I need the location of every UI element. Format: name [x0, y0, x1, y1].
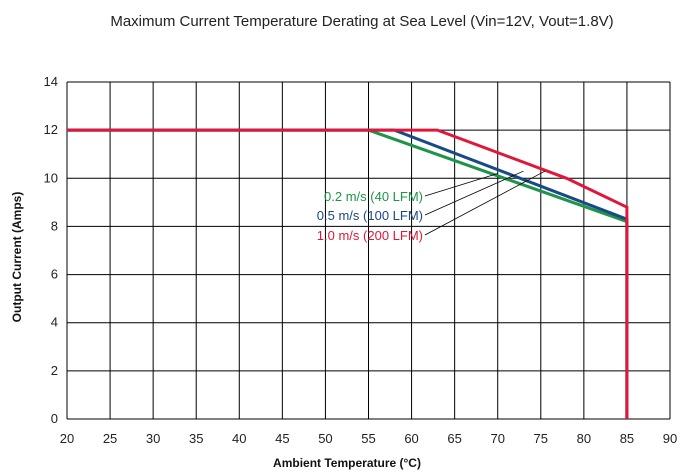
x-tick-label: 60: [404, 431, 418, 446]
x-tick-label: 20: [60, 431, 74, 446]
grid: [66, 81, 671, 420]
x-axis-label: Ambient Temperature (°C): [273, 456, 421, 470]
legend-label-2: 0.5 m/s (100 LFM): [317, 208, 423, 223]
legend-label-1: 0.2 m/s (40 LFM): [324, 189, 423, 204]
y-tick-label: 14: [44, 74, 58, 89]
legend-label-3: 1.0 m/s (200 LFM): [317, 228, 423, 243]
y-tick-label: 2: [51, 363, 58, 378]
x-tick-label: 45: [275, 431, 289, 446]
x-tick-label: 25: [103, 431, 117, 446]
y-tick-label: 0: [51, 411, 58, 426]
x-tick-label: 65: [447, 431, 461, 446]
x-tick-label: 85: [620, 431, 634, 446]
leader-lines: [424, 170, 546, 236]
series-legend: 0.2 m/s (40 LFM) 0.5 m/s (100 LFM) 1.0 m/s…: [317, 189, 423, 243]
y-tick-label: 4: [51, 315, 58, 330]
x-tick-label: 55: [361, 431, 375, 446]
x-tick-label: 80: [577, 431, 591, 446]
leader-line-3: [424, 170, 546, 236]
y-tick-label: 10: [44, 170, 58, 185]
x-tick-labels: 20 25 30 35 40 45 50 55 60 65 70 75 80 85 90: [60, 431, 677, 446]
plot-series: [67, 128, 629, 419]
leader-line-2: [424, 170, 524, 216]
chart-title: Maximum Current Temperature Derating at …: [110, 13, 613, 30]
x-tick-label: 35: [189, 431, 203, 446]
y-tick-label: 6: [51, 267, 58, 282]
x-tick-label: 40: [232, 431, 246, 446]
x-tick-label: 50: [318, 431, 332, 446]
x-tick-label: 70: [490, 431, 504, 446]
y-tick-label: 8: [51, 218, 58, 233]
y-tick-label: 12: [44, 122, 58, 137]
x-tick-label: 30: [146, 431, 160, 446]
x-tick-label: 90: [663, 431, 677, 446]
series-line-3: [67, 128, 629, 419]
x-tick-label: 75: [534, 431, 548, 446]
y-axis-label: Output Current (Amps): [10, 192, 24, 323]
y-tick-labels: 0 2 4 6 8 10 12 14: [44, 74, 58, 426]
leader-line-1: [424, 173, 498, 197]
